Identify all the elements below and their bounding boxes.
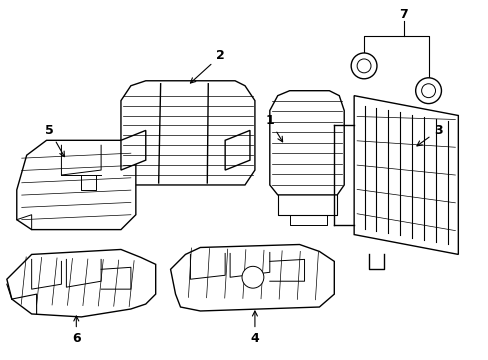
Text: 1: 1 (265, 114, 282, 142)
Text: 6: 6 (72, 316, 81, 345)
Circle shape (350, 53, 376, 79)
Text: 5: 5 (45, 124, 64, 157)
Text: 3: 3 (416, 124, 442, 146)
Polygon shape (17, 140, 136, 230)
Polygon shape (224, 130, 249, 170)
Circle shape (242, 266, 264, 288)
Circle shape (421, 84, 435, 98)
Text: 4: 4 (250, 311, 259, 345)
Text: 2: 2 (190, 49, 224, 83)
Polygon shape (121, 81, 254, 185)
Circle shape (415, 78, 441, 104)
Polygon shape (7, 249, 155, 317)
Polygon shape (121, 130, 145, 170)
Text: 7: 7 (399, 8, 407, 21)
Circle shape (356, 59, 370, 73)
Polygon shape (269, 91, 344, 195)
Polygon shape (170, 244, 334, 311)
Polygon shape (353, 96, 457, 255)
